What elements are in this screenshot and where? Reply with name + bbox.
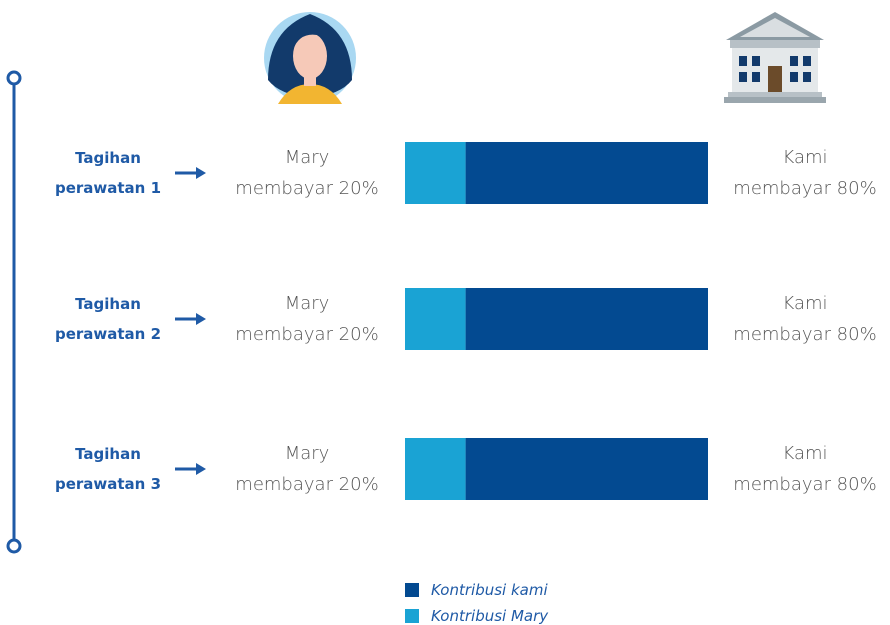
value-label: Kami membayar 80% (710, 288, 890, 350)
bar-segment (405, 142, 466, 204)
legend-label: Kontribusi kami (431, 581, 548, 599)
legend-swatch (405, 609, 419, 623)
value-label: Mary membayar 20% (212, 142, 402, 204)
bar-segment (405, 438, 466, 500)
arrow-head (196, 313, 206, 325)
bar-segment (466, 142, 708, 204)
mary-icon (264, 12, 356, 104)
value-label: Mary membayar 20% (212, 288, 402, 350)
timeline (8, 72, 20, 552)
bar-segment (405, 288, 466, 350)
chart: Tagihan perawatan 1 Mary membayar 20% Kami… (0, 0, 890, 625)
bar-segment (466, 288, 708, 350)
bank-icon (724, 12, 826, 103)
arrow-head (196, 463, 206, 475)
category-label: Tagihan perawatan 2 (33, 289, 183, 349)
page: {"chart_data": {"type": "bar", "orientat… (0, 0, 890, 625)
legend-swatch (405, 583, 419, 597)
bar-segment (466, 438, 708, 500)
value-label: Kami membayar 80% (710, 438, 890, 500)
category-label: Tagihan perawatan 3 (33, 439, 183, 499)
legend-label: Kontribusi Mary (431, 607, 548, 625)
category-label: Tagihan perawatan 1 (33, 143, 183, 203)
value-label: Kami membayar 80% (710, 142, 890, 204)
arrow-head (196, 167, 206, 179)
value-label: Mary membayar 20% (212, 438, 402, 500)
